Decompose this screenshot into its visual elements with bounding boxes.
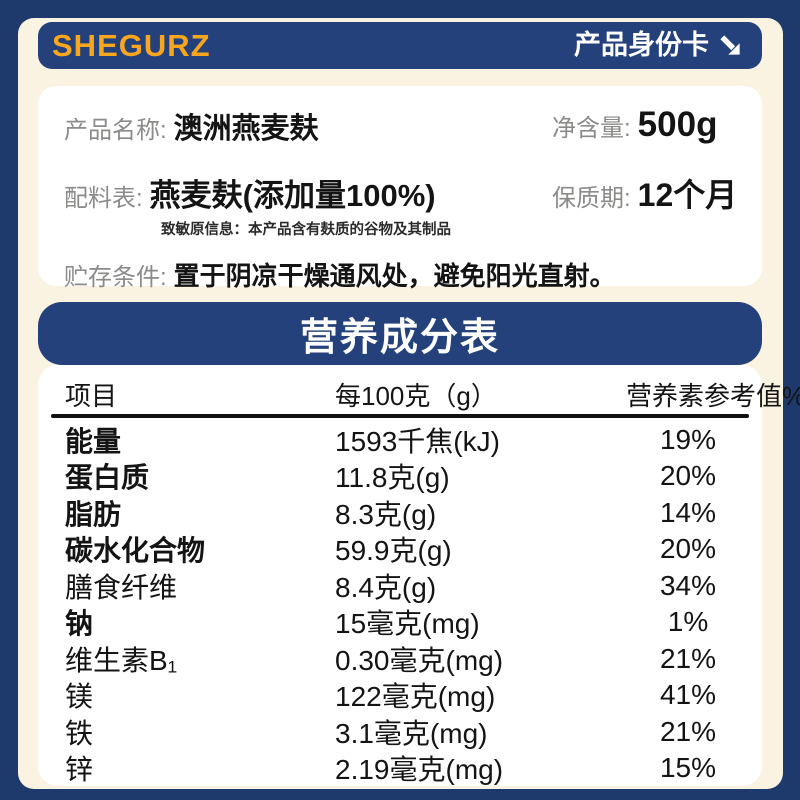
nutrient-name: 镁 (65, 681, 94, 712)
nutrient-nrv: 15% (659, 752, 717, 783)
allergen-note: 致敏原信息：本产品含有麸质的谷物及其制品 (161, 222, 451, 238)
nutrient-amount: 0.30毫克(mg) (335, 644, 504, 676)
nutrient-name: 铁 (65, 717, 94, 749)
column-header-nrv: 营养素参考值% (626, 380, 800, 411)
nutrient-name: 锌 (65, 754, 94, 785)
shelf-life-label: 保质期: (552, 185, 631, 212)
ingredients-label: 配料表: (64, 185, 143, 212)
nutrient-nrv: 21% (659, 642, 717, 674)
nutrition-row: 钠 15毫克(mg) 1% (50, 602, 750, 639)
column-header-per-100g: 每100克（g） (335, 380, 497, 411)
ingredients-value: 燕麦麸(添加量100%) (149, 178, 436, 213)
nutrient-amount: 15毫克(mg) (335, 608, 480, 639)
nutrient-amount: 2.19毫克(mg) (335, 754, 504, 785)
nutrition-row: 铁 3.1毫克(mg) 21% (50, 712, 750, 749)
storage-value: 置于阴凉干燥通风处，避免阳光直射。 (173, 261, 616, 291)
nutrient-amount: 122毫克(mg) (335, 681, 496, 712)
nutrition-table-header: 项目 每100克（g） 营养素参考值% (50, 375, 800, 413)
product-name-value: 澳洲燕麦麸 (173, 113, 319, 145)
product-info-card: 产品名称: 澳洲燕麦麸 净含量: 500g 配料表: 燕麦麸(添加量100%) … (38, 86, 762, 291)
shelf-life-field: 保质期: 12个月 (552, 170, 737, 216)
net-content-label: 净含量: (552, 115, 631, 142)
nutrient-nrv: 34% (659, 569, 717, 601)
nutrient-name: 钠 (65, 608, 94, 639)
nutrient-nrv: 21% (659, 715, 717, 747)
column-header-item: 项目 (65, 380, 118, 411)
product-name-label: 产品名称: (64, 117, 167, 144)
nutrient-nrv: 19% (659, 423, 717, 455)
nutrition-row: 脂肪 8.3克(g) 14% (50, 493, 750, 530)
nutrition-title: 营养成分表 (299, 317, 500, 359)
nutrient-name: 碳水化合物 (65, 535, 206, 566)
nutrition-title-bar: 营养成分表 (38, 302, 762, 365)
brand-bar: SHEGURZ 产品身份卡 (38, 22, 762, 69)
storage-label: 贮存条件: (64, 264, 167, 291)
shelf-life-value: 12个月 (637, 177, 738, 213)
nutrition-row: 蛋白质 11.8克(g) 20% (50, 456, 750, 493)
nutrition-rows: 能量 1593千焦(kJ) 19% 蛋白质 11.8克(g) 20% 脂肪 8.… (50, 420, 750, 786)
nutrient-amount: 59.9克(g) (335, 535, 452, 566)
ingredients-field: 配料表: 燕麦麸(添加量100%) (64, 170, 552, 215)
nutrient-name: 蛋白质 (65, 462, 150, 493)
net-content-field: 净含量: 500g (552, 105, 736, 145)
identity-badge-label: 产品身份卡 (574, 30, 709, 60)
nutrient-name: 脂肪 (65, 498, 122, 530)
nutrition-row: 能量 1593千焦(kJ) 19% (50, 420, 750, 457)
identity-badge: 产品身份卡 (574, 32, 744, 59)
nutrient-amount: 3.1毫克(mg) (335, 717, 488, 749)
nutrient-amount: 11.8克(g) (335, 462, 450, 493)
nutrient-amount: 8.4克(g) (335, 571, 437, 603)
net-content-value: 500g (637, 105, 718, 144)
nutrition-row: 锌 2.19毫克(mg) 15% (50, 748, 750, 785)
nutrient-name: 能量 (65, 425, 122, 457)
brand-logo: SHEGURZ (52, 28, 211, 63)
nutrient-name: 膳食纤维 (65, 571, 178, 603)
nutrition-row: 维生素B₁ 0.30毫克(mg) 21% (50, 639, 750, 676)
product-name-field: 产品名称: 澳洲燕麦麸 (64, 105, 552, 147)
nutrient-nrv: 1% (667, 606, 709, 637)
nutrient-name: 维生素B₁ (65, 644, 178, 676)
arrow-down-right-icon (718, 33, 744, 59)
nutrient-amount: 1593千焦(kJ) (335, 425, 500, 457)
storage-field: 贮存条件: 置于阴凉干燥通风处，避免阳光直射。 (64, 256, 736, 293)
nutrition-row: 镁 122毫克(mg) 41% (50, 675, 750, 712)
nutrient-nrv: 20% (659, 533, 717, 564)
nutrient-nrv: 41% (659, 679, 717, 710)
ingredients-block: 配料表: 燕麦麸(添加量100%) 致敏原信息：本产品含有麸质的谷物及其制品 (64, 170, 552, 239)
table-header-rule (51, 414, 749, 418)
nutrient-nrv: 20% (659, 460, 717, 491)
nutrient-amount: 8.3克(g) (335, 498, 437, 530)
nutrient-nrv: 14% (659, 496, 717, 528)
nutrition-row: 膳食纤维 8.4克(g) 34% (50, 566, 750, 603)
nutrition-row: 碳水化合物 59.9克(g) 20% (50, 529, 750, 566)
nutrition-table: 项目 每100克（g） 营养素参考值% 能量 1593千焦(kJ) 19% 蛋白… (38, 365, 800, 786)
